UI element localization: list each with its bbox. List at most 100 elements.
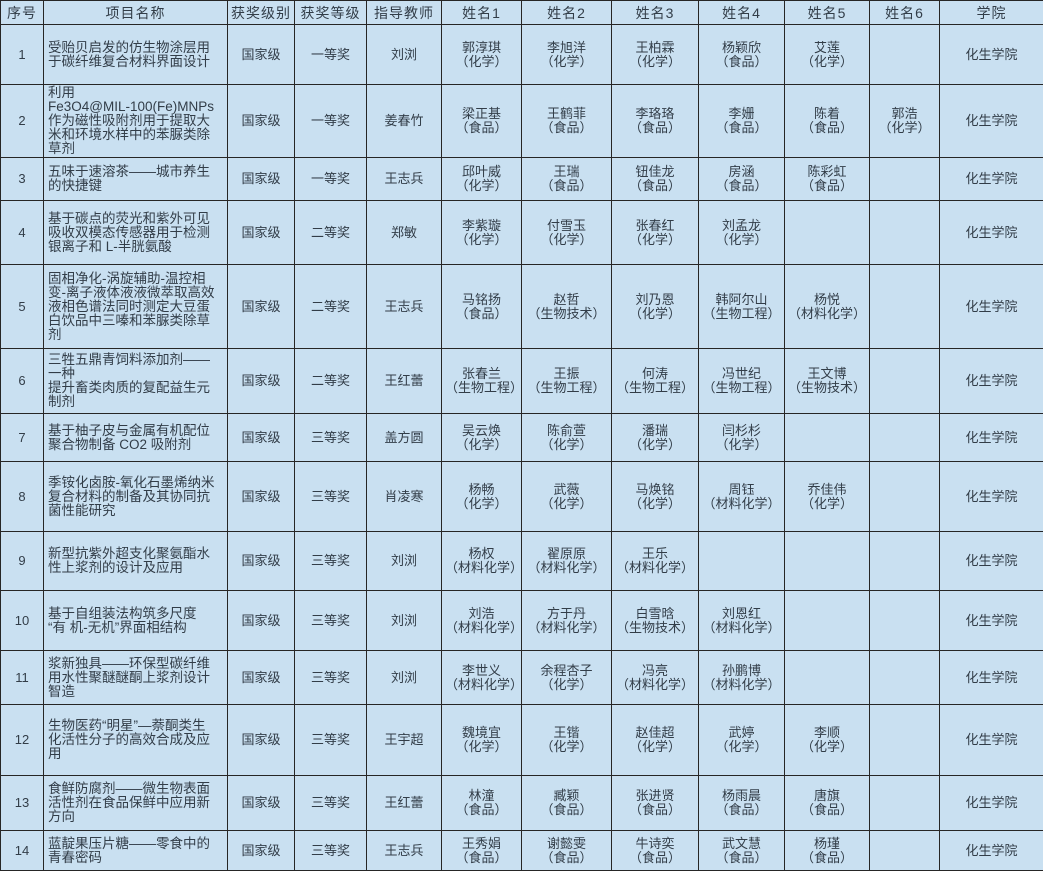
cell-name2: 方于丹 （材料化学） bbox=[522, 591, 612, 651]
column-header-name1: 姓名1 bbox=[442, 1, 522, 25]
cell-college: 化生学院 bbox=[940, 201, 1043, 265]
cell-name2: 陈俞萱 （化学） bbox=[522, 414, 612, 462]
cell-teacher: 王红蕾 bbox=[367, 776, 442, 831]
cell-grade: 三等奖 bbox=[295, 705, 367, 776]
cell-name6 bbox=[870, 776, 940, 831]
cell-no: 5 bbox=[1, 265, 44, 349]
cell-grade: 三等奖 bbox=[295, 532, 367, 591]
cell-no: 13 bbox=[1, 776, 44, 831]
cell-name6 bbox=[870, 831, 940, 871]
cell-name5: 李顺 （化学） bbox=[785, 705, 870, 776]
cell-name3: 牛诗奕 （食品） bbox=[612, 831, 699, 871]
cell-grade: 二等奖 bbox=[295, 201, 367, 265]
cell-college: 化生学院 bbox=[940, 85, 1043, 158]
cell-name6 bbox=[870, 591, 940, 651]
cell-grade: 三等奖 bbox=[295, 591, 367, 651]
cell-name4: 武文慧 （食品） bbox=[699, 831, 785, 871]
cell-college: 化生学院 bbox=[940, 831, 1043, 871]
cell-name1: 郭淳琪 （化学） bbox=[442, 25, 522, 85]
cell-teacher: 王志兵 bbox=[367, 158, 442, 201]
cell-name6 bbox=[870, 462, 940, 532]
column-header-grade: 获奖等级 bbox=[295, 1, 367, 25]
cell-name6 bbox=[870, 651, 940, 705]
cell-level: 国家级 bbox=[228, 85, 295, 158]
cell-teacher: 盖方圆 bbox=[367, 414, 442, 462]
cell-name6 bbox=[870, 158, 940, 201]
cell-level: 国家级 bbox=[228, 591, 295, 651]
cell-name6 bbox=[870, 532, 940, 591]
cell-teacher: 刘浏 bbox=[367, 651, 442, 705]
cell-teacher: 刘浏 bbox=[367, 532, 442, 591]
column-header-name6: 姓名6 bbox=[870, 1, 940, 25]
cell-name1: 王秀娟 （食品） bbox=[442, 831, 522, 871]
cell-name2: 王振 （生物工程） bbox=[522, 349, 612, 414]
cell-project: 三牲五鼎青饲料添加剂——一种 提升畜类肉质的复配益生元制剂 bbox=[44, 349, 228, 414]
cell-level: 国家级 bbox=[228, 265, 295, 349]
cell-no: 8 bbox=[1, 462, 44, 532]
cell-college: 化生学院 bbox=[940, 705, 1043, 776]
cell-name5 bbox=[785, 651, 870, 705]
cell-name3: 王柏霖 （化学） bbox=[612, 25, 699, 85]
cell-teacher: 姜春竹 bbox=[367, 85, 442, 158]
cell-teacher: 王志兵 bbox=[367, 831, 442, 871]
cell-college: 化生学院 bbox=[940, 25, 1043, 85]
cell-level: 国家级 bbox=[228, 776, 295, 831]
cell-name1: 邱叶威 （化学） bbox=[442, 158, 522, 201]
cell-name6 bbox=[870, 705, 940, 776]
cell-name2: 余程杏子 （化学） bbox=[522, 651, 612, 705]
cell-name5: 乔佳伟 （化学） bbox=[785, 462, 870, 532]
cell-name5 bbox=[785, 591, 870, 651]
cell-no: 3 bbox=[1, 158, 44, 201]
header-row: 序号 项目名称 获奖级别 获奖等级 指导教师 姓名1 姓名2 姓名3 姓名4 姓… bbox=[1, 1, 1043, 25]
cell-name1: 梁正基 （食品） bbox=[442, 85, 522, 158]
cell-level: 国家级 bbox=[228, 158, 295, 201]
cell-name2: 李旭洋 （化学） bbox=[522, 25, 612, 85]
cell-name3: 张春红 （化学） bbox=[612, 201, 699, 265]
cell-name3: 王乐 （材料化学） bbox=[612, 532, 699, 591]
cell-grade: 三等奖 bbox=[295, 462, 367, 532]
cell-name4: 孙鹏博 （材料化学） bbox=[699, 651, 785, 705]
cell-project: 蓝靛果压片糖——零食中的青春密码 bbox=[44, 831, 228, 871]
cell-name5: 杨瑾 （食品） bbox=[785, 831, 870, 871]
cell-name1: 杨畅 （化学） bbox=[442, 462, 522, 532]
cell-name4: 周钰 （材料化学） bbox=[699, 462, 785, 532]
cell-project: 浆新独具——环保型碳纤维用水性聚醚醚酮上浆剂设计智造 bbox=[44, 651, 228, 705]
cell-level: 国家级 bbox=[228, 349, 295, 414]
cell-college: 化生学院 bbox=[940, 462, 1043, 532]
cell-no: 2 bbox=[1, 85, 44, 158]
cell-grade: 三等奖 bbox=[295, 831, 367, 871]
cell-grade: 三等奖 bbox=[295, 414, 367, 462]
column-header-no: 序号 bbox=[1, 1, 44, 25]
cell-name3: 李珞珞 （食品） bbox=[612, 85, 699, 158]
cell-project: 基于碳点的荧光和紫外可见吸收双模态传感器用于检测银离子和 L-半胱氨酸 bbox=[44, 201, 228, 265]
column-header-teacher: 指导教师 bbox=[367, 1, 442, 25]
cell-name4: 刘恩红 （材料化学） bbox=[699, 591, 785, 651]
cell-grade: 三等奖 bbox=[295, 776, 367, 831]
column-header-name4: 姓名4 bbox=[699, 1, 785, 25]
cell-name3: 赵佳超 （化学） bbox=[612, 705, 699, 776]
cell-name6 bbox=[870, 349, 940, 414]
cell-name3: 白雪晗 （生物技术） bbox=[612, 591, 699, 651]
cell-name2: 王锴 （化学） bbox=[522, 705, 612, 776]
cell-project: 食鲜防腐剂——微生物表面活性剂在食品保鲜中应用新方向 bbox=[44, 776, 228, 831]
cell-no: 11 bbox=[1, 651, 44, 705]
cell-name1: 魏境宜 （化学） bbox=[442, 705, 522, 776]
cell-teacher: 王红蕾 bbox=[367, 349, 442, 414]
table-header: 序号 项目名称 获奖级别 获奖等级 指导教师 姓名1 姓名2 姓名3 姓名4 姓… bbox=[1, 1, 1043, 25]
cell-name3: 潘瑞 （化学） bbox=[612, 414, 699, 462]
cell-grade: 一等奖 bbox=[295, 85, 367, 158]
cell-no: 12 bbox=[1, 705, 44, 776]
cell-college: 化生学院 bbox=[940, 265, 1043, 349]
cell-name2: 赵哲 （生物技术） bbox=[522, 265, 612, 349]
cell-name1: 杨权 （材料化学） bbox=[442, 532, 522, 591]
cell-name5: 艾莲 （化学） bbox=[785, 25, 870, 85]
cell-name4 bbox=[699, 532, 785, 591]
